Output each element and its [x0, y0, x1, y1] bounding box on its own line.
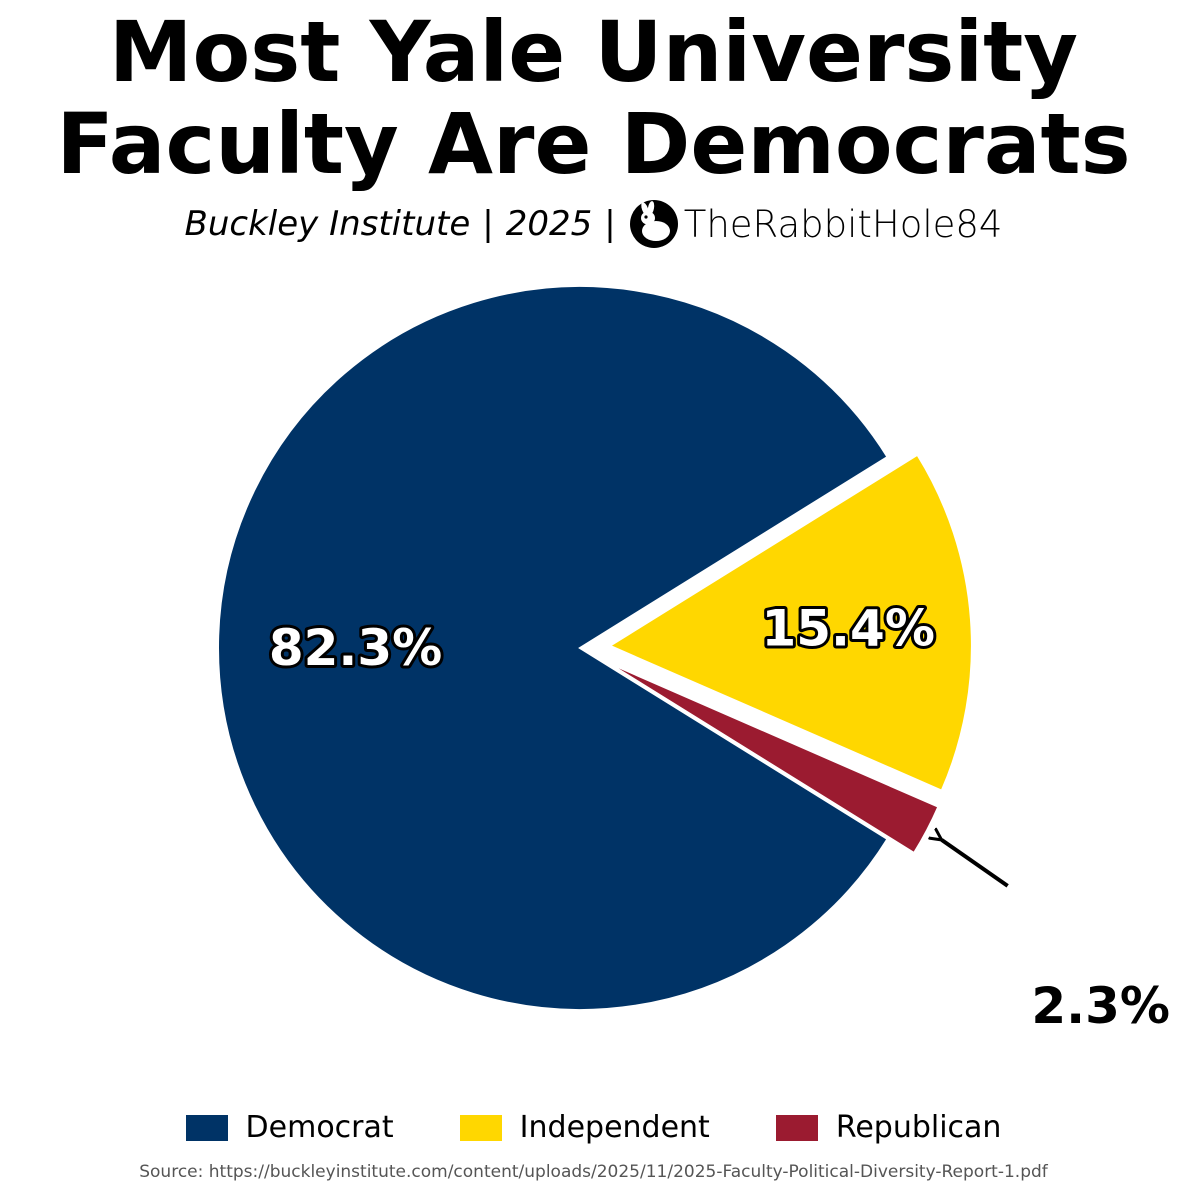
pie-slices [217, 285, 973, 1011]
pie-slice-republican [606, 661, 940, 855]
pie-label-democrat: 82.3% [269, 619, 442, 677]
pie-label-arrow-republican [942, 840, 1009, 888]
legend-item-democrat: Democrat [185, 1110, 394, 1145]
pie-slice-democrat [217, 285, 889, 1011]
legend-swatch-republican [775, 1114, 818, 1141]
source-citation: Source: https://buckleyinstitute.com/con… [139, 1162, 1048, 1182]
chart-title-line-2: Faculty Are Democrats [56, 95, 1131, 193]
pie-chart: 82.3% 15.4% 2.3% [217, 285, 1170, 1035]
subtitle-separator-2: | [604, 204, 616, 244]
legend-swatch-democrat [185, 1114, 228, 1141]
chart-title-line-1: Most Yale University [108, 3, 1079, 101]
legend-label-independent: Independent [519, 1110, 710, 1145]
pie-label-independent: 15.4% [761, 600, 934, 658]
subtitle-source: Buckley Institute [184, 204, 471, 244]
chart-subtitle: Buckley Institute | 2025 | TheRabbitHole… [0, 196, 1187, 252]
pie-slice-independent [607, 453, 973, 792]
legend-swatch-independent [459, 1114, 502, 1141]
legend-item-independent: Independent [459, 1110, 710, 1145]
rabbit-logo-icon [629, 200, 678, 248]
subtitle-handle: TheRabbitHole84 [683, 202, 1003, 246]
pie-label-republican: 2.3% [1031, 977, 1170, 1035]
legend-label-republican: Republican [835, 1110, 1002, 1145]
legend-item-republican: Republican [775, 1110, 1002, 1145]
chart-legend: Democrat Independent Republican [0, 1110, 1187, 1145]
subtitle-year: 2025 [505, 204, 593, 244]
pie-slice-labels: 82.3% 15.4% 2.3% [266, 597, 1170, 1035]
legend-label-democrat: Democrat [245, 1110, 394, 1145]
subtitle-separator: | [482, 204, 494, 244]
